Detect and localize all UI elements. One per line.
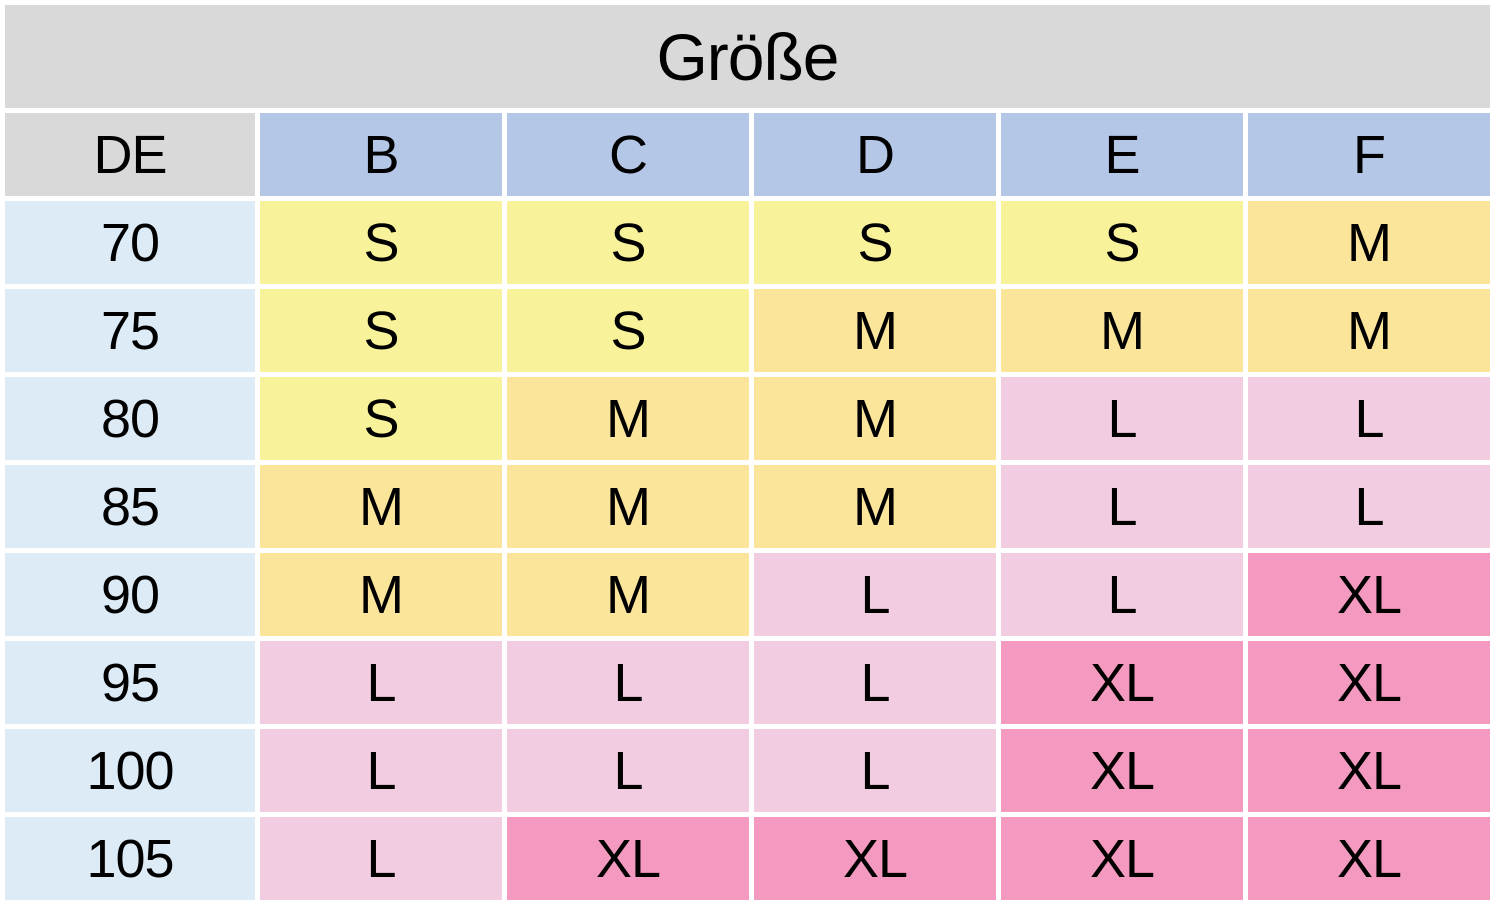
size-cell: XL — [1001, 641, 1243, 724]
size-cell: S — [260, 377, 502, 460]
row-header: 75 — [5, 289, 255, 372]
row-header: 80 — [5, 377, 255, 460]
size-cell: L — [260, 729, 502, 812]
size-cell: L — [507, 641, 749, 724]
size-cell: M — [754, 465, 996, 548]
row-header: 100 — [5, 729, 255, 812]
size-cell: L — [1001, 465, 1243, 548]
size-cell: S — [260, 201, 502, 284]
column-header: F — [1248, 113, 1490, 196]
size-cell: L — [754, 729, 996, 812]
size-cell: L — [1001, 377, 1243, 460]
size-cell: L — [1001, 553, 1243, 636]
size-cell: XL — [1248, 553, 1490, 636]
size-cell: L — [260, 817, 502, 900]
size-cell: M — [754, 289, 996, 372]
size-cell: XL — [1248, 641, 1490, 724]
size-cell: XL — [754, 817, 996, 900]
size-cell: M — [260, 553, 502, 636]
size-cell: M — [1001, 289, 1243, 372]
row-header: 105 — [5, 817, 255, 900]
column-header: E — [1001, 113, 1243, 196]
size-cell: M — [507, 553, 749, 636]
size-cell: L — [507, 729, 749, 812]
column-header: B — [260, 113, 502, 196]
size-cell: L — [1248, 465, 1490, 548]
size-cell: M — [754, 377, 996, 460]
row-header: 85 — [5, 465, 255, 548]
size-cell: L — [260, 641, 502, 724]
column-header: C — [507, 113, 749, 196]
size-cell: M — [507, 465, 749, 548]
size-cell: M — [1248, 289, 1490, 372]
size-cell: XL — [1248, 729, 1490, 812]
size-cell: S — [507, 201, 749, 284]
size-cell: S — [754, 201, 996, 284]
row-header: 95 — [5, 641, 255, 724]
size-cell: M — [1248, 201, 1490, 284]
size-cell: S — [1001, 201, 1243, 284]
size-cell: L — [754, 553, 996, 636]
corner-header: DE — [5, 113, 255, 196]
size-cell: L — [1248, 377, 1490, 460]
size-cell: S — [507, 289, 749, 372]
column-header: D — [754, 113, 996, 196]
row-header: 70 — [5, 201, 255, 284]
size-cell: L — [754, 641, 996, 724]
size-cell: XL — [1001, 729, 1243, 812]
size-cell: M — [260, 465, 502, 548]
size-cell: M — [507, 377, 749, 460]
size-cell: XL — [1248, 817, 1490, 900]
size-cell: XL — [1001, 817, 1243, 900]
size-cell: S — [260, 289, 502, 372]
table-title: Größe — [5, 5, 1490, 108]
size-cell: XL — [507, 817, 749, 900]
row-header: 90 — [5, 553, 255, 636]
